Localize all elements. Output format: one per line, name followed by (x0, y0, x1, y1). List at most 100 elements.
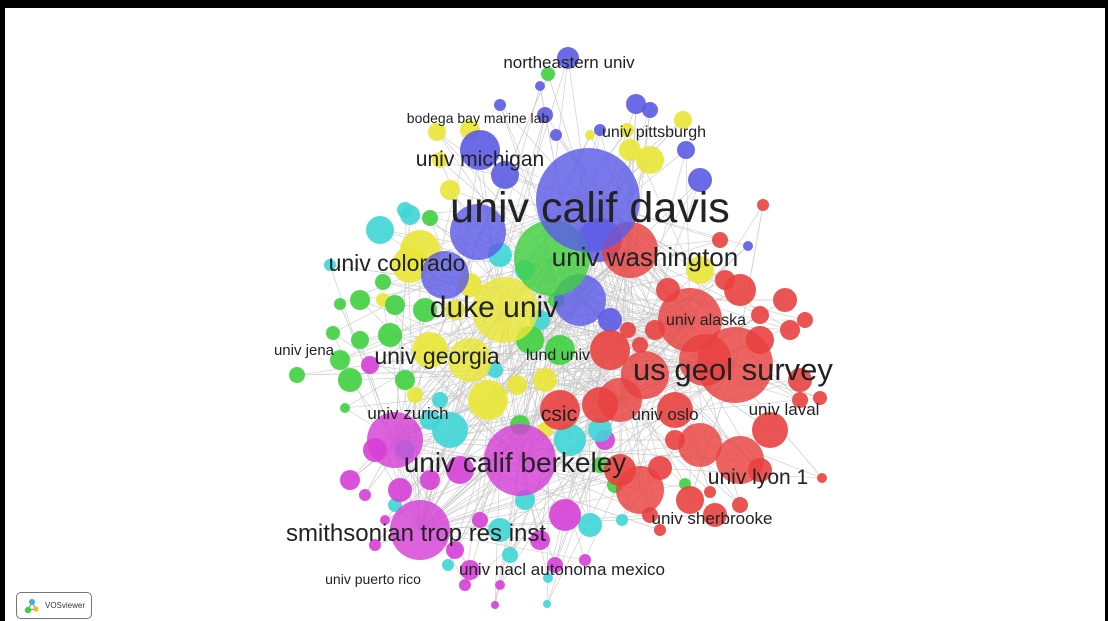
network-node-red[interactable] (757, 199, 769, 211)
network-node-cyan[interactable] (432, 392, 448, 408)
label-smithsonian[interactable]: smithsonian trop res inst (286, 520, 546, 547)
label-duke[interactable]: duke univ (430, 291, 558, 324)
label-jena[interactable]: univ jena (274, 342, 335, 359)
network-node-red[interactable] (632, 337, 648, 353)
network-node-blue[interactable] (743, 241, 753, 251)
network-node-magenta[interactable] (446, 456, 474, 484)
network-node-yellow[interactable] (620, 123, 634, 137)
network-node-red[interactable] (620, 322, 636, 338)
network-node-red[interactable] (788, 368, 812, 392)
network-node-red[interactable] (716, 436, 764, 484)
network-node-magenta[interactable] (390, 500, 450, 560)
network-node-blue[interactable] (421, 251, 469, 299)
network-node-red[interactable] (654, 524, 666, 536)
network-node-red[interactable] (732, 497, 748, 513)
label-berkeley[interactable]: univ calif berkeley (404, 447, 627, 478)
network-node-blue[interactable] (550, 129, 562, 141)
network-node-cyan[interactable] (502, 547, 518, 563)
label-oslo[interactable]: univ oslo (631, 405, 698, 424)
network-node-blue[interactable] (688, 168, 712, 192)
network-node-green[interactable] (385, 295, 405, 315)
network-node-green[interactable] (541, 67, 555, 81)
network-node-cyan[interactable] (366, 216, 394, 244)
network-node-yellow[interactable] (412, 332, 448, 368)
network-node-magenta[interactable] (459, 579, 471, 591)
label-lund[interactable]: lund univ (526, 347, 590, 364)
network-node-magenta[interactable] (446, 541, 464, 559)
network-node-cyan[interactable] (400, 205, 420, 225)
network-node-red[interactable] (616, 466, 664, 514)
network-node-red[interactable] (590, 330, 630, 370)
network-node-cyan[interactable] (432, 412, 468, 448)
network-node-yellow[interactable] (448, 338, 492, 382)
network-node-red[interactable] (797, 312, 813, 328)
network-node-magenta[interactable] (472, 512, 488, 528)
label-sherbrooke[interactable]: univ sherbrooke (652, 509, 773, 528)
network-node-magenta[interactable] (460, 560, 480, 580)
network-node-red[interactable] (540, 390, 580, 430)
network-node-yellow[interactable] (432, 152, 448, 168)
network-node-blue[interactable] (598, 308, 622, 332)
label-washington[interactable]: univ washington (552, 242, 738, 272)
label-davis[interactable]: univ calif davis (450, 184, 730, 232)
network-node-cyan[interactable] (543, 573, 553, 583)
label-csic[interactable]: csic (541, 403, 577, 426)
network-node-blue[interactable] (450, 204, 506, 260)
network-node-magenta[interactable] (491, 601, 499, 609)
network-node-green[interactable] (378, 323, 402, 347)
network-node-yellow[interactable] (619, 139, 641, 161)
network-node-yellow[interactable] (674, 111, 692, 129)
network-node-red[interactable] (676, 486, 704, 514)
label-colorado[interactable]: univ colorado (329, 250, 466, 276)
network-node-red[interactable] (712, 232, 728, 248)
network-node-green[interactable] (338, 368, 362, 392)
label-bodega[interactable]: bodega bay marine lab (407, 110, 550, 126)
network-node-blue[interactable] (557, 47, 579, 69)
network-node-red[interactable] (817, 473, 827, 483)
network-node-green[interactable] (330, 350, 350, 370)
network-node-blue[interactable] (537, 107, 553, 123)
network-node-green[interactable] (340, 403, 350, 413)
label-lyon[interactable]: univ lyon 1 (708, 466, 808, 489)
network-node-red[interactable] (773, 288, 797, 312)
network-node-cyan[interactable] (616, 514, 628, 526)
network-node-yellow[interactable] (445, 300, 465, 320)
network-node-red[interactable] (697, 327, 773, 403)
network-node-cyan[interactable] (554, 424, 586, 456)
network-node-magenta[interactable] (367, 412, 423, 468)
network-node-red[interactable] (658, 288, 722, 352)
network-node-green[interactable] (545, 335, 575, 365)
network-node-yellow[interactable] (472, 277, 538, 343)
network-node-green[interactable] (395, 370, 415, 390)
label-georgia[interactable]: univ georgia (374, 343, 500, 369)
network-node-magenta[interactable] (388, 478, 412, 502)
network-node-green[interactable] (351, 331, 369, 349)
network-node-green[interactable] (289, 367, 305, 383)
network-node-magenta[interactable] (579, 554, 591, 566)
network-node-cyan[interactable] (578, 513, 602, 537)
network-node-yellow[interactable] (468, 380, 508, 420)
label-laval[interactable]: univ laval (749, 400, 820, 419)
network-node-yellow[interactable] (533, 368, 557, 392)
label-pittsburgh[interactable]: univ pittsburgh (602, 124, 706, 141)
network-node-magenta[interactable] (380, 515, 390, 525)
network-node-yellow[interactable] (428, 123, 446, 141)
network-node-magenta[interactable] (547, 557, 563, 573)
network-node-green[interactable] (375, 274, 391, 290)
vosviewer-badge[interactable]: VOSviewer (16, 592, 92, 619)
network-node-blue[interactable] (536, 148, 640, 252)
label-alaska[interactable]: univ alaska (666, 312, 746, 329)
network-node-yellow[interactable] (686, 256, 714, 284)
network-node-blue[interactable] (642, 102, 658, 118)
network-node-yellow[interactable] (440, 180, 460, 200)
network-node-yellow[interactable] (507, 375, 527, 395)
network-node-red[interactable] (813, 391, 827, 405)
network-node-red[interactable] (678, 423, 722, 467)
label-northeastern[interactable]: northeastern univ (503, 53, 635, 72)
network-node-blue[interactable] (494, 99, 506, 111)
network-node-yellow[interactable] (636, 146, 664, 174)
network-node-magenta[interactable] (530, 530, 550, 550)
label-usgs[interactable]: us geol survey (633, 352, 833, 387)
network-node-yellow[interactable] (585, 130, 595, 140)
